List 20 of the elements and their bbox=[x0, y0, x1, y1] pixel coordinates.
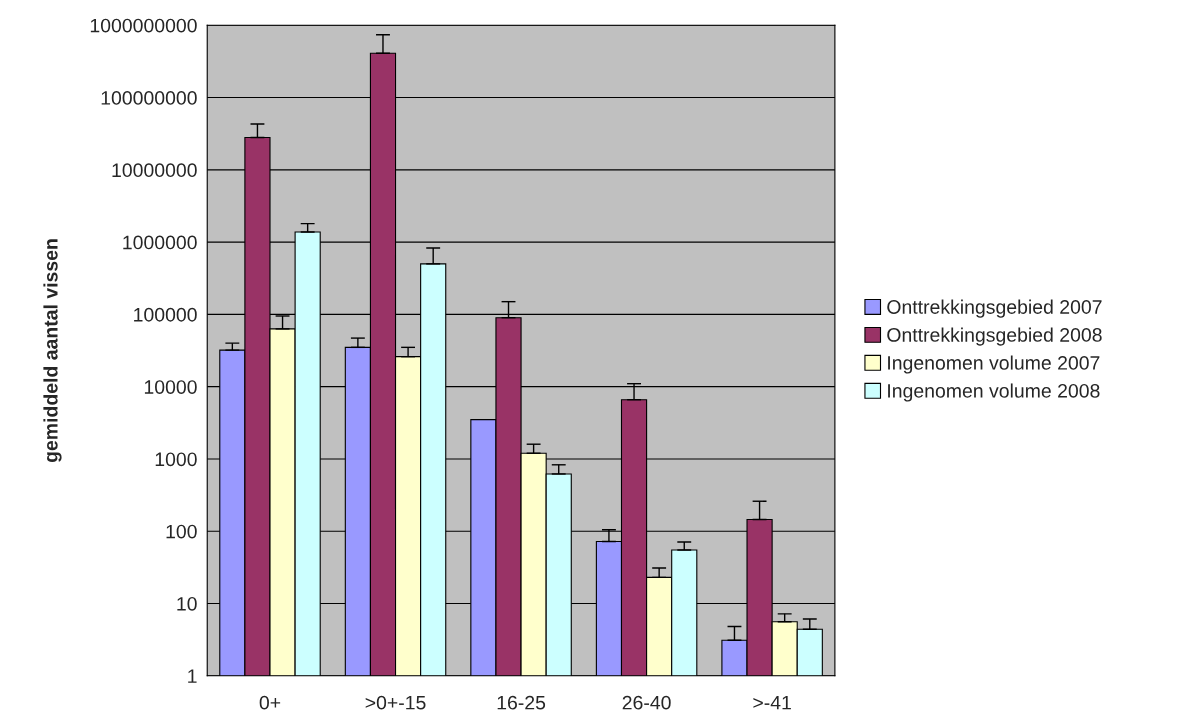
y-tick-label: 1000000 bbox=[123, 235, 197, 250]
x-tick-label: 0+ bbox=[259, 695, 281, 710]
legend-label: Onttrekkingsgebied 2007 bbox=[887, 299, 1102, 318]
x-tick-label: >-41 bbox=[753, 695, 791, 710]
legend-label: Ingenomen volume 2007 bbox=[888, 355, 1100, 374]
y-tick-label: 1000 bbox=[155, 452, 197, 467]
x-tick-label: 26-40 bbox=[622, 695, 671, 710]
x-tick-label: >0+-15 bbox=[365, 695, 426, 710]
y-tick-label: 1 bbox=[188, 669, 197, 683]
y-tick-label: 10 bbox=[177, 596, 197, 611]
legend-label: Ingenomen volume 2008 bbox=[888, 383, 1100, 402]
y-tick-label: 10000000 bbox=[112, 163, 197, 178]
y-tick-label: 100000000 bbox=[101, 91, 197, 105]
y-tick-label: 1000000000 bbox=[90, 18, 197, 33]
y-tick-label: 10000 bbox=[144, 380, 197, 394]
y-tick-label: 100 bbox=[166, 524, 197, 539]
legend-label: Onttrekkingsgebied 2008 bbox=[887, 327, 1102, 346]
y-tick-label: 100000 bbox=[134, 307, 197, 322]
y-axis-title: gemiddeld aantal vissen bbox=[43, 239, 62, 463]
x-tick-label: 16-25 bbox=[497, 695, 546, 710]
